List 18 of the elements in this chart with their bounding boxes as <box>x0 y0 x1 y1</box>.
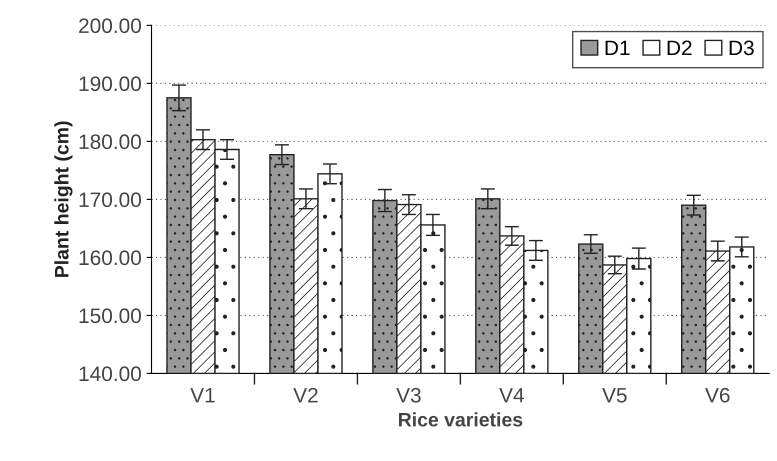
x-tick-label: V4 <box>499 388 524 402</box>
y-tick-label: 180.00 <box>80 134 141 150</box>
y-tick-label: 160.00 <box>80 250 141 266</box>
y-tick-label: 200.00 <box>79 18 141 34</box>
legend-label: D3 <box>730 40 754 56</box>
x-tick-label: V6 <box>705 388 730 403</box>
x-tick-label: V3 <box>396 388 421 403</box>
legend-label: D1 <box>606 40 630 56</box>
x-tick-label: V5 <box>602 388 627 403</box>
y-tick-label: 170.00 <box>80 192 141 208</box>
legend-label: D2 <box>668 40 692 56</box>
y-tick-label: 140.00 <box>80 366 141 382</box>
x-axis-title: Rice varieties <box>398 412 522 427</box>
y-tick-label: 150.00 <box>80 308 141 324</box>
y-tick-label: 190.00 <box>80 76 141 92</box>
x-tick-label: V2 <box>293 388 318 402</box>
x-tick-label: V1 <box>190 388 215 402</box>
y-axis-title: Plant height (cm) <box>54 121 73 277</box>
